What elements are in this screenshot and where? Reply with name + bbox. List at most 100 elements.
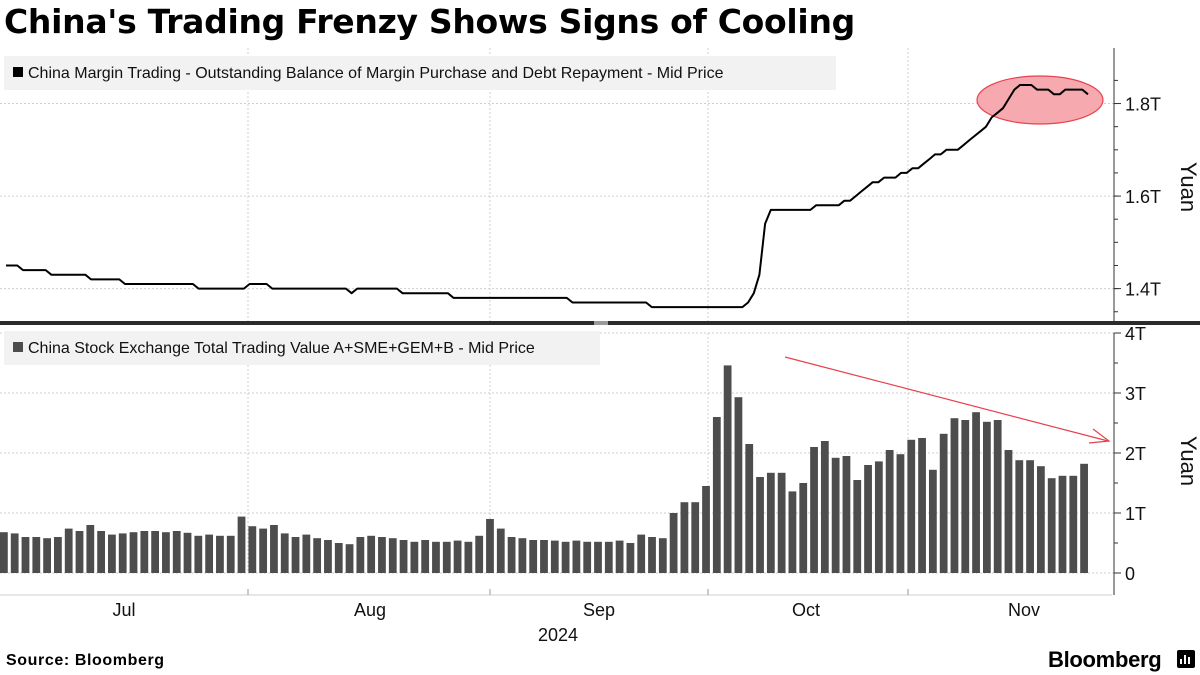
- x-tick-label: Aug: [354, 600, 386, 620]
- trading-value-bar: [961, 420, 970, 573]
- bottom-legend-text: China Stock Exchange Total Trading Value…: [28, 340, 535, 357]
- x-axis: Jul Aug Sep Oct Nov: [0, 589, 1112, 620]
- trading-value-bar: [129, 532, 138, 573]
- source-note: Source: Bloomberg: [6, 652, 165, 669]
- panel-divider: [0, 321, 1200, 325]
- top-grid: [0, 103, 1114, 290]
- trading-value-bar: [583, 541, 592, 573]
- trading-value-bar: [831, 457, 840, 573]
- trading-value-bar: [151, 531, 160, 573]
- bloomberg-chart-icon: [1177, 650, 1195, 668]
- trading-value-bar: [324, 540, 332, 573]
- trading-value-bar: [442, 541, 451, 573]
- trading-value-bar: [259, 528, 268, 573]
- trading-value-bar: [637, 534, 646, 573]
- trading-value-bar: [1080, 463, 1088, 573]
- brand-logo-text: Bloomberg: [1048, 647, 1162, 672]
- trading-value-bar: [183, 532, 192, 573]
- highlight-ellipse: [976, 75, 1104, 125]
- trading-value-bar: [712, 417, 721, 573]
- trading-value-bar: [993, 420, 1002, 573]
- bottom-y-tick-label: 4T: [1125, 324, 1146, 344]
- x-tick-label: Nov: [1008, 600, 1040, 620]
- trading-value-bar: [950, 418, 959, 573]
- trading-value-bar: [982, 421, 991, 573]
- trading-value-bar: [0, 532, 8, 573]
- trading-value-bar: [788, 491, 797, 573]
- trading-value-bar: [896, 454, 905, 573]
- top-y-tick-label: 1.8T: [1125, 95, 1161, 115]
- margin-balance-line: [6, 84, 1089, 309]
- trading-value-bar: [280, 533, 289, 573]
- trading-value-bar: [388, 538, 397, 573]
- trading-value-bar: [648, 537, 656, 573]
- trading-value-bar: [810, 447, 818, 573]
- trading-value-bar: [864, 465, 872, 573]
- bottom-y-tick-label: 3T: [1125, 384, 1146, 404]
- top-y-axis-label: Yuan: [1176, 162, 1200, 212]
- trading-value-bar: [1069, 475, 1078, 573]
- bottom-legend-swatch: [13, 342, 23, 352]
- trading-value-bar: [540, 540, 548, 573]
- trading-value-bar: [75, 531, 84, 573]
- trading-value-bar: [874, 461, 883, 573]
- trading-value-bar: [464, 541, 473, 573]
- trading-value-bar: [21, 537, 30, 573]
- bottom-panel: China Stock Exchange Total Trading Value…: [0, 324, 1200, 595]
- trading-value-bar: [345, 544, 354, 573]
- trading-value-bar: [572, 540, 581, 573]
- trading-value-bar: [496, 528, 505, 573]
- top-legend-box: [4, 56, 836, 90]
- trading-value-bar: [626, 543, 635, 573]
- trading-value-bar: [745, 444, 754, 573]
- trading-value-bar: [842, 456, 851, 573]
- trading-value-bar: [1036, 466, 1045, 573]
- trading-value-bar: [432, 541, 440, 573]
- bottom-y-tick-label: 2T: [1125, 444, 1146, 464]
- trading-value-bar: [799, 483, 808, 573]
- trading-value-bar: [1004, 450, 1013, 573]
- trading-value-bar: [367, 535, 376, 573]
- x-axis-year: 2024: [538, 625, 578, 645]
- trading-value-bar: [410, 541, 419, 573]
- trading-value-bar: [216, 535, 224, 573]
- trading-value-bar: [907, 439, 916, 573]
- trading-value-bar: [518, 538, 527, 573]
- trading-value-bar: [10, 533, 19, 573]
- trading-value-bar: [291, 537, 300, 573]
- trading-value-bar: [939, 433, 948, 573]
- trading-value-bar: [97, 531, 105, 573]
- trading-value-bar: [140, 531, 149, 573]
- trading-value-bar: [86, 525, 95, 573]
- bottom-legend-box: [4, 331, 600, 365]
- trading-value-bar: [756, 477, 764, 573]
- trading-value-bars: [0, 365, 1088, 573]
- trading-value-bar: [162, 532, 170, 573]
- trading-value-bar: [64, 528, 73, 573]
- trading-value-bar: [43, 538, 51, 573]
- trading-value-bar: [669, 513, 678, 573]
- trading-value-bar: [475, 535, 484, 573]
- trading-value-bar: [313, 538, 322, 573]
- chart-title: China's Trading Frenzy Shows Signs of Co…: [4, 2, 855, 41]
- trading-value-bar: [853, 480, 862, 573]
- trading-value-bar: [118, 533, 127, 573]
- top-y-axis: 1.4T 1.6T 1.8T: [1113, 48, 1161, 321]
- trading-value-bar: [226, 535, 235, 573]
- trading-value-bar: [1058, 475, 1067, 573]
- top-legend-text: China Margin Trading - Outstanding Balan…: [28, 65, 724, 82]
- trading-value-bar: [604, 541, 613, 573]
- trading-value-bar: [205, 534, 214, 573]
- trading-value-bar: [918, 438, 926, 573]
- bottom-y-axis: 0 1T 2T 3T 4T: [1113, 324, 1146, 595]
- bottom-y-tick-label: 1T: [1125, 504, 1146, 524]
- trading-value-bar: [594, 541, 602, 573]
- trading-value-bar: [378, 537, 386, 573]
- trading-value-bar: [658, 538, 667, 573]
- trading-value-bar: [691, 502, 700, 573]
- x-tick-label: Oct: [792, 600, 820, 620]
- x-tick-label: Sep: [583, 600, 615, 620]
- trading-value-bar: [302, 534, 311, 573]
- trading-value-bar: [928, 469, 937, 573]
